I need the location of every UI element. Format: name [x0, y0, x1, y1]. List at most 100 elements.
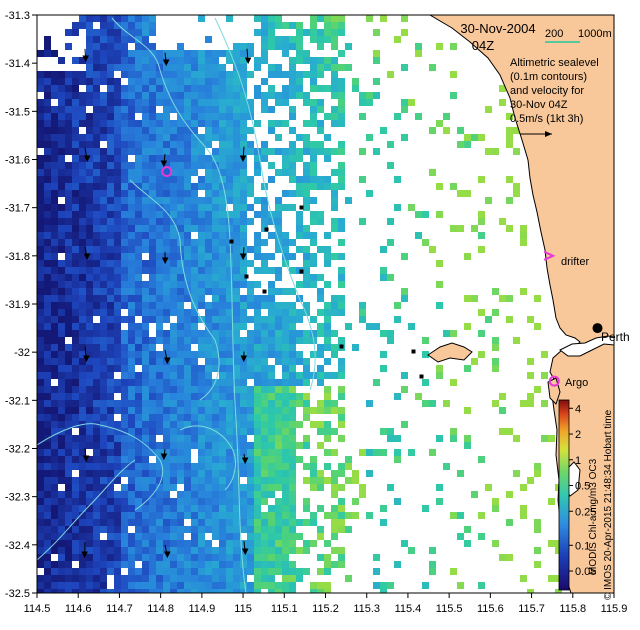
- raster-cell: [135, 253, 142, 260]
- raster-cell: [79, 575, 86, 582]
- raster-cell: [261, 99, 268, 106]
- raster-cell: [135, 582, 142, 589]
- raster-cell: [86, 568, 93, 575]
- raster-cell: [86, 85, 93, 92]
- raster-cell: [121, 393, 128, 400]
- raster-cell: [121, 281, 128, 288]
- raster-cell: [65, 127, 72, 134]
- raster-cell: [268, 477, 275, 484]
- raster-cell: [142, 127, 149, 134]
- raster-cell: [100, 421, 107, 428]
- raster-cell: [191, 211, 198, 218]
- raster-cell: [128, 204, 135, 211]
- raster-cell: [261, 442, 268, 449]
- raster-cell: [310, 456, 317, 463]
- raster-cell: [219, 141, 226, 148]
- raster-cell: [142, 64, 149, 71]
- raster-cell: [44, 302, 51, 309]
- raster-cell: [226, 197, 233, 204]
- raster-cell: [86, 470, 93, 477]
- raster-cell: [380, 505, 387, 512]
- raster-cell: [219, 323, 226, 330]
- raster-cell: [373, 50, 380, 57]
- raster-cell: [100, 435, 107, 442]
- raster-cell: [58, 540, 65, 547]
- raster-cell: [212, 519, 219, 526]
- raster-cell: [506, 134, 513, 141]
- raster-cell: [233, 568, 240, 575]
- raster-cell: [51, 505, 58, 512]
- raster-cell: [338, 274, 345, 281]
- raster-cell: [429, 547, 436, 554]
- raster-cell: [121, 449, 128, 456]
- raster-cell: [51, 190, 58, 197]
- raster-cell: [37, 71, 44, 78]
- raster-cell: [163, 162, 170, 169]
- raster-cell: [93, 239, 100, 246]
- raster-cell: [149, 526, 156, 533]
- raster-cell: [212, 323, 219, 330]
- raster-cell: [268, 43, 275, 50]
- raster-cell: [296, 393, 303, 400]
- raster-cell: [170, 568, 177, 575]
- raster-cell: [247, 365, 254, 372]
- raster-cell: [170, 309, 177, 316]
- raster-cell: [72, 169, 79, 176]
- raster-cell: [184, 141, 191, 148]
- raster-cell: [86, 309, 93, 316]
- raster-cell: [163, 197, 170, 204]
- raster-cell: [289, 267, 296, 274]
- raster-cell: [282, 71, 289, 78]
- raster-cell: [198, 575, 205, 582]
- raster-cell: [296, 351, 303, 358]
- raster-cell: [156, 505, 163, 512]
- raster-cell: [240, 323, 247, 330]
- raster-cell: [72, 540, 79, 547]
- raster-cell: [261, 470, 268, 477]
- raster-cell: [156, 449, 163, 456]
- velocity-arrow-head: [161, 257, 169, 265]
- raster-cell: [37, 407, 44, 414]
- raster-cell: [107, 15, 114, 22]
- raster-cell: [219, 99, 226, 106]
- raster-cell: [72, 176, 79, 183]
- raster-cell: [198, 92, 205, 99]
- raster-cell: [401, 295, 408, 302]
- raster-cell: [72, 414, 79, 421]
- raster-cell: [324, 561, 331, 568]
- raster-cell: [296, 568, 303, 575]
- raster-cell: [233, 519, 240, 526]
- raster-cell: [303, 407, 310, 414]
- raster-cell: [156, 274, 163, 281]
- raster-cell: [72, 120, 79, 127]
- raster-cell: [282, 36, 289, 43]
- raster-cell: [324, 85, 331, 92]
- raster-cell: [128, 512, 135, 519]
- raster-cell: [268, 421, 275, 428]
- raster-cell: [100, 225, 107, 232]
- raster-cell: [65, 169, 72, 176]
- raster-cell: [93, 176, 100, 183]
- raster-cell: [170, 253, 177, 260]
- raster-cell: [296, 232, 303, 239]
- raster-cell: [191, 512, 198, 519]
- raster-cell: [93, 253, 100, 260]
- raster-cell: [324, 344, 331, 351]
- raster-cell: [51, 358, 58, 365]
- raster-cell: [156, 99, 163, 106]
- raster-cell: [86, 36, 93, 43]
- raster-cell: [114, 330, 121, 337]
- raster-cell: [233, 134, 240, 141]
- raster-cell: [303, 120, 310, 127]
- raster-cell: [254, 169, 261, 176]
- raster-cell: [184, 190, 191, 197]
- raster-cell: [324, 155, 331, 162]
- raster-cell: [212, 421, 219, 428]
- raster-cell: [93, 274, 100, 281]
- raster-cell: [107, 260, 114, 267]
- raster-cell: [86, 428, 93, 435]
- raster-cell: [79, 400, 86, 407]
- raster-cell: [93, 71, 100, 78]
- raster-cell: [93, 113, 100, 120]
- raster-cell: [79, 358, 86, 365]
